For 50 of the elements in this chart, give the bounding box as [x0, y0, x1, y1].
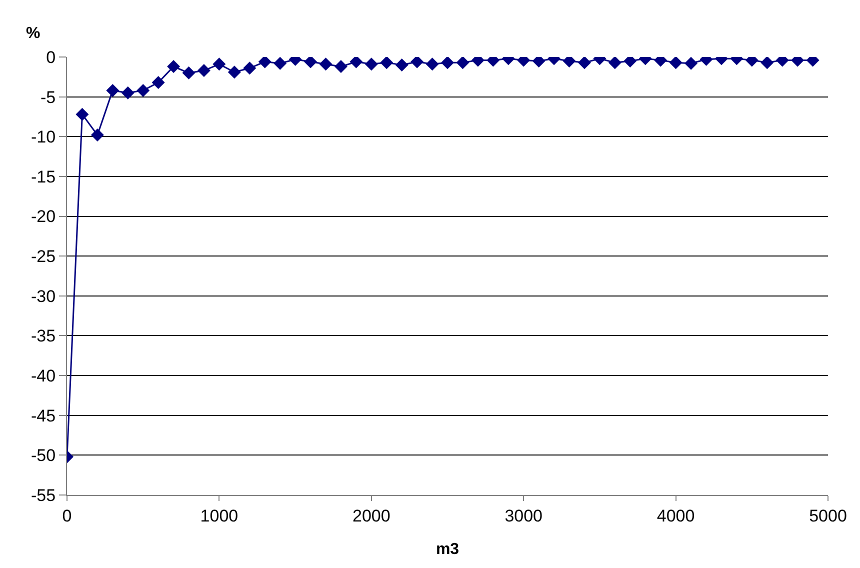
point — [274, 57, 287, 70]
x-tick-label: 2000 — [352, 506, 390, 526]
point — [243, 62, 256, 75]
point — [410, 57, 424, 68]
point — [380, 57, 394, 70]
point — [669, 57, 682, 70]
point — [90, 128, 104, 142]
y-tick-label: -30 — [31, 286, 56, 306]
point — [106, 84, 120, 97]
x-tick-label: 0 — [62, 506, 72, 526]
y-tick-label: 0 — [46, 48, 56, 67]
point — [182, 66, 196, 80]
point — [136, 84, 150, 97]
point — [197, 64, 210, 78]
x-tick-label: 3000 — [504, 506, 543, 526]
point — [228, 66, 241, 79]
point — [258, 57, 272, 68]
y-tick-label: -20 — [31, 207, 56, 226]
y-tick-label: -35 — [31, 326, 56, 346]
point — [441, 57, 454, 70]
y-tick-label: -5 — [40, 88, 56, 107]
point — [395, 58, 408, 72]
point — [304, 57, 318, 68]
point — [319, 58, 332, 71]
x-tick-label: 4000 — [656, 506, 695, 526]
point — [152, 76, 165, 89]
point — [212, 58, 226, 71]
y-tick-label: -25 — [31, 247, 56, 266]
point — [608, 57, 622, 70]
point — [334, 60, 348, 74]
point — [167, 60, 180, 74]
point — [350, 57, 363, 68]
point — [578, 57, 591, 70]
y-axis-title: % — [26, 25, 40, 42]
y-tick-label: -15 — [31, 167, 56, 186]
y-tick-label: -10 — [31, 128, 56, 147]
x-tick-label: 5000 — [809, 506, 847, 526]
y-tick-label: -55 — [31, 486, 56, 505]
point — [684, 57, 698, 70]
point — [426, 58, 439, 71]
point — [121, 86, 134, 100]
point — [760, 57, 774, 70]
point — [364, 58, 378, 71]
point — [76, 108, 89, 121]
x-tick-label: 1000 — [200, 506, 238, 526]
point — [456, 57, 470, 70]
y-tick-label: -50 — [31, 446, 56, 466]
y-tick-label: -45 — [31, 406, 56, 426]
x-axis-title: m3 — [436, 541, 460, 558]
y-tick-label: -40 — [31, 366, 56, 386]
